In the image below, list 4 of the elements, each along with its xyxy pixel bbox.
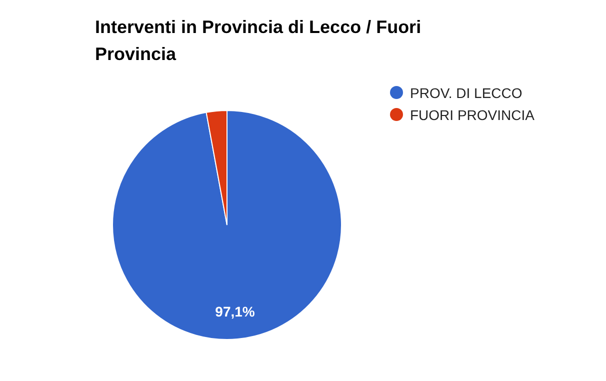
legend-label: FUORI PROVINCIA [410,106,536,124]
data-label: 97,1% [215,304,256,320]
legend-label: PROV. DI LECCO [410,84,524,102]
chart-title: Interventi in Provincia di Lecco / Fuori Provincia [95,16,422,66]
